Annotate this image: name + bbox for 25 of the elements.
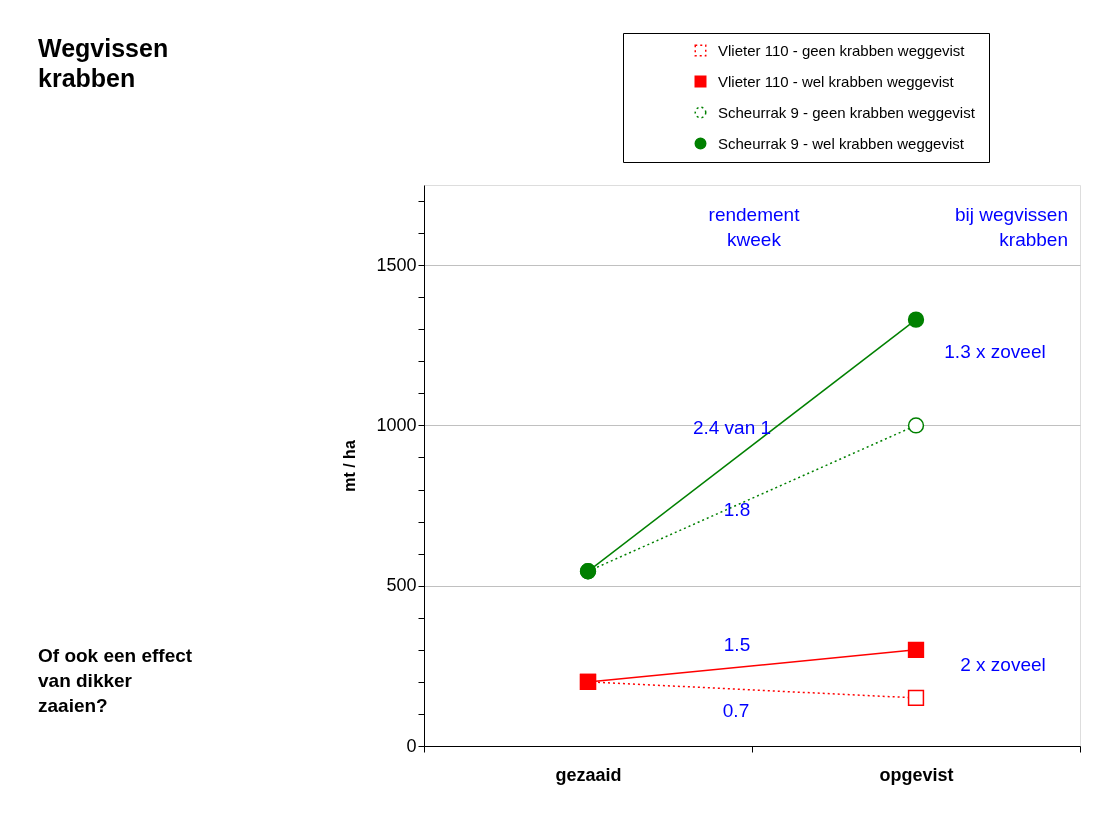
point bbox=[907, 417, 925, 434]
x-tick-label: gezaaid bbox=[555, 764, 622, 785]
x-tick-label: opgevist bbox=[879, 764, 954, 785]
annotation: rendement kweek bbox=[708, 204, 801, 250]
legend-label: Scheurrak 9 - wel krabben weggevist bbox=[718, 134, 965, 152]
y-tick-label: 0 bbox=[406, 735, 417, 756]
legend-label: Vlieter 110 - geen krabben weggevist bbox=[718, 41, 966, 59]
point bbox=[907, 689, 925, 707]
annotation: 1.3 x zoveel bbox=[944, 341, 1046, 362]
point bbox=[907, 311, 925, 328]
point bbox=[907, 641, 925, 658]
y-tick-label: 1000 bbox=[376, 414, 417, 435]
legend-label: Vlieter 110 - wel krabben weggevist bbox=[718, 72, 955, 90]
annotation: 2.4 van 1 bbox=[692, 417, 772, 438]
annotation: 1.5 bbox=[723, 634, 751, 655]
text: Wegvissen krabben bbox=[38, 34, 169, 92]
y-tick-label: 1500 bbox=[376, 254, 417, 275]
y-tick-label: 500 bbox=[386, 575, 417, 596]
y-axis-title: mt / ha bbox=[341, 440, 359, 492]
annotation: 1.8 bbox=[723, 499, 751, 520]
legend-label: Scheurrak 9 - geen krabben weggevist bbox=[718, 103, 976, 121]
text: Of ook een effect van dikker zaaien? bbox=[38, 645, 193, 716]
annotation: bij wegvissen krabben bbox=[955, 204, 1068, 250]
annotation: 2 x zoveel bbox=[960, 654, 1046, 675]
annotation: 0.7 bbox=[722, 700, 750, 721]
